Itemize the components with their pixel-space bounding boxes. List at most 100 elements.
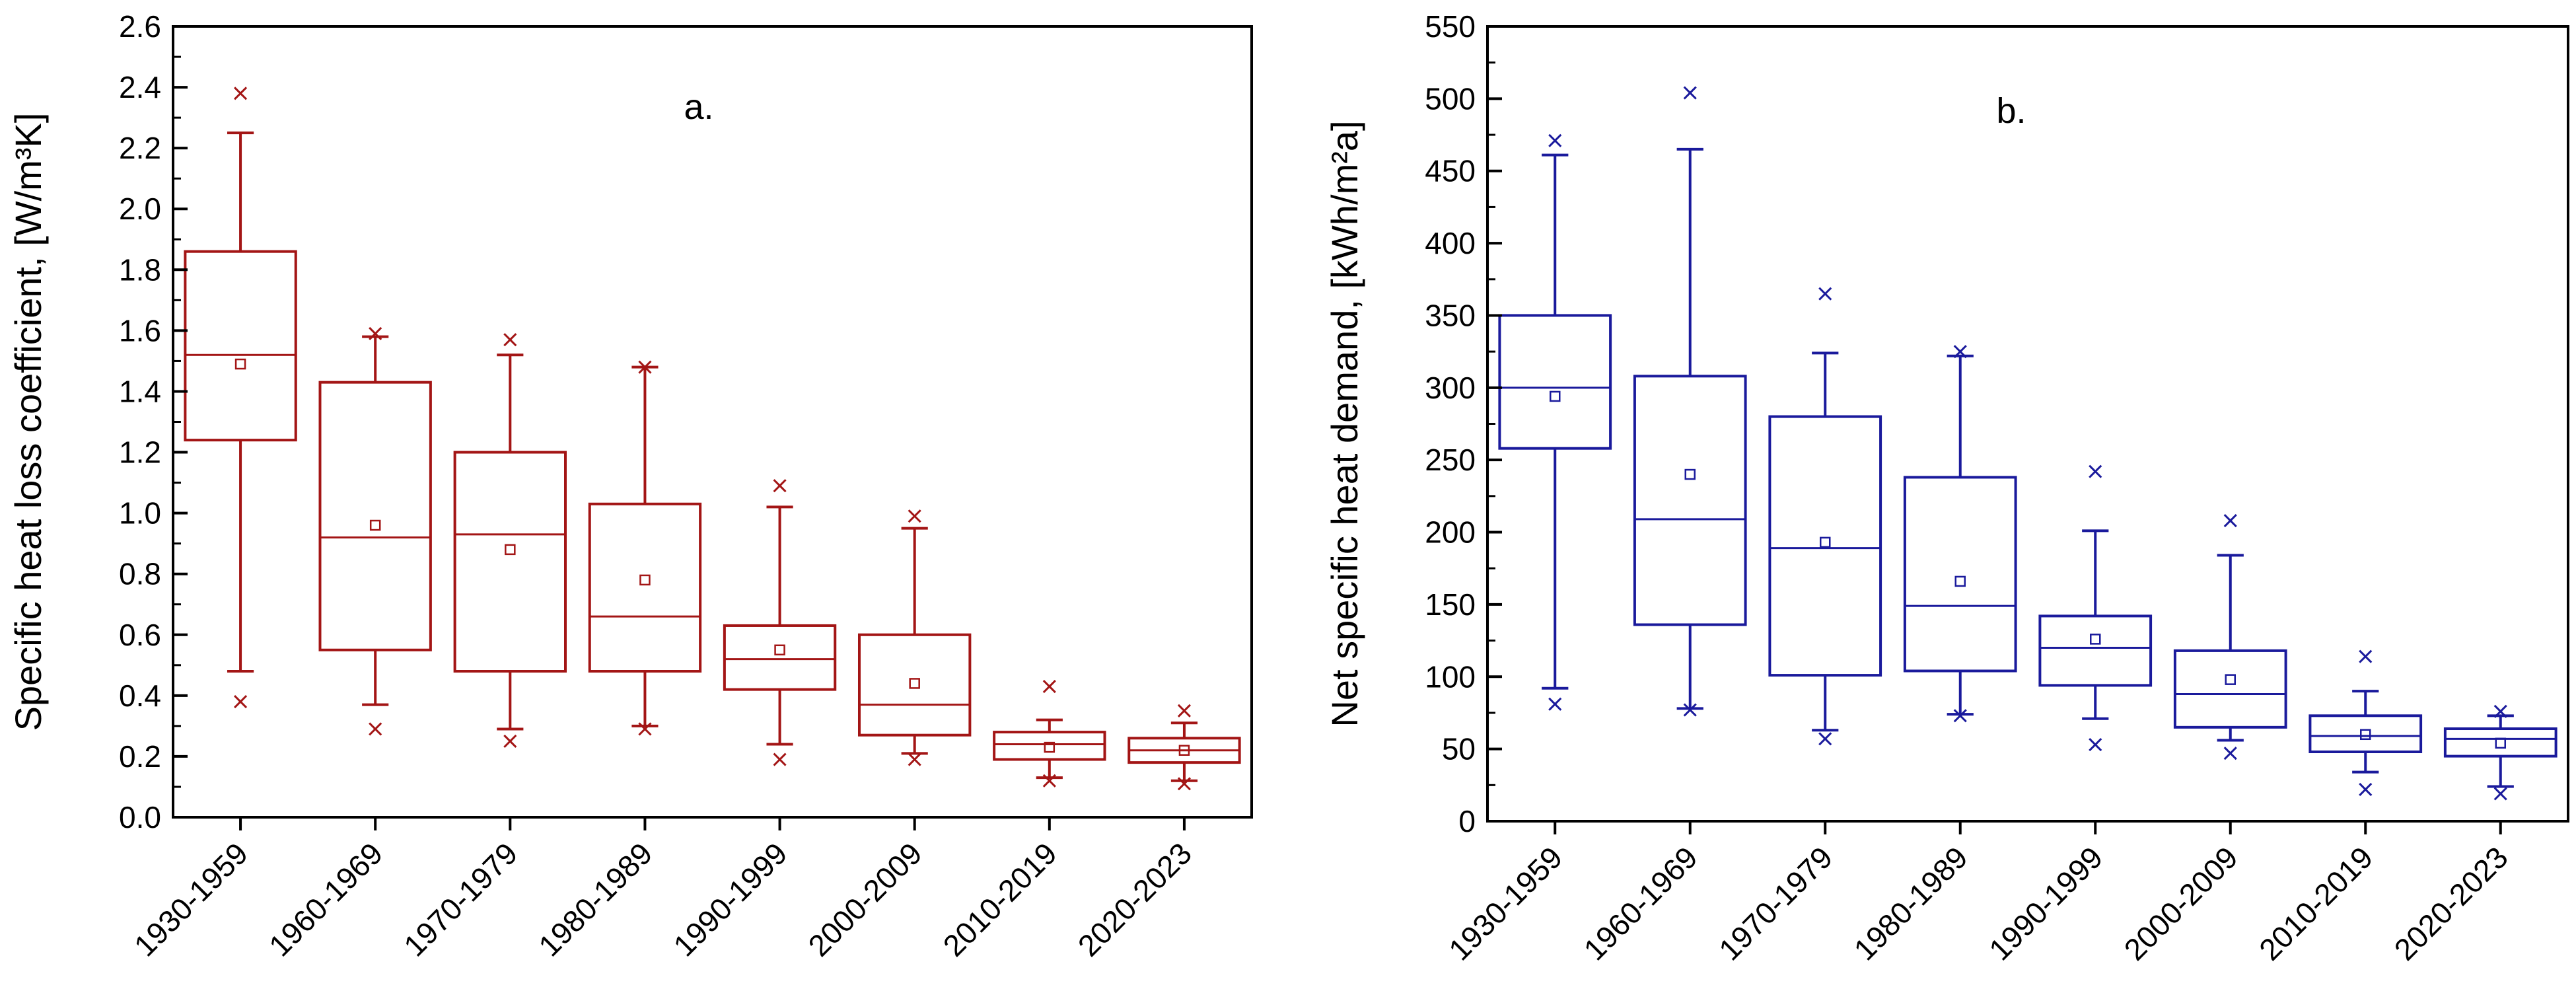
min-marker <box>234 694 248 709</box>
max-marker <box>1042 679 1056 694</box>
y-tick-label: 2.2 <box>119 131 161 165</box>
x-tick-label: 1990-1999 <box>1982 840 2109 967</box>
y-tick-label: 0.4 <box>119 679 161 713</box>
box-1960-1969 <box>1633 86 1747 717</box>
max-marker <box>2493 704 2507 718</box>
min-marker-stroke-2 <box>2089 738 2102 752</box>
x-tick-label: 1970-1979 <box>397 836 524 963</box>
max-marker-stroke-2 <box>369 326 382 341</box>
iqr-box <box>318 381 432 651</box>
y-tick-label: 0.6 <box>119 618 161 652</box>
max-marker-stroke-2 <box>1042 679 1056 694</box>
iqr-box <box>1633 375 1747 626</box>
y-tick-label: 250 <box>1425 443 1476 477</box>
max-marker <box>1683 86 1697 100</box>
iqr-box <box>993 731 1106 761</box>
max-marker-stroke-2 <box>773 479 787 493</box>
x-tick-label: 1990-1999 <box>666 836 793 963</box>
max-marker <box>1177 704 1191 717</box>
min-marker-stroke-2 <box>1548 697 1562 711</box>
iqr-box <box>1768 415 1882 677</box>
mean-marker <box>2360 729 2371 741</box>
x-tick-label: 1980-1989 <box>1847 840 1974 967</box>
chart-panel-b: 0 50 100 150 200 250 300 350 400 450 500 550 1930-19… <box>1324 9 2569 967</box>
max-marker <box>1818 287 1832 301</box>
iqr-box <box>2173 649 2287 729</box>
mean-marker <box>369 519 381 531</box>
x-axis: 1930-1959 1960-1969 1970-1979 1980-1989 1990… <box>1442 821 2515 967</box>
min-marker <box>2493 787 2507 801</box>
x-axis: 1930-1959 1960-1969 1970-1979 1980-1989 1990… <box>127 817 1198 963</box>
x-tick-label: 2000-2009 <box>2117 840 2244 967</box>
max-marker-stroke-2 <box>2223 513 2237 528</box>
iqr-box <box>1903 476 2017 673</box>
x-tick-label: 1960-1969 <box>262 836 389 963</box>
box-2020-2023 <box>1127 704 1241 791</box>
box-1990-1999 <box>723 479 837 766</box>
min-marker-stroke-2 <box>1953 709 1967 723</box>
iqr-box <box>2443 727 2558 758</box>
y-tick-label: 0 <box>1458 804 1476 838</box>
x-tick-label: 1930-1959 <box>127 836 254 963</box>
mean-marker <box>1178 745 1190 756</box>
min-marker <box>2089 738 2102 752</box>
mean-marker <box>774 644 785 656</box>
iqr-box <box>857 633 972 737</box>
y-tick-label: 150 <box>1425 587 1476 622</box>
y-axis-title: Specific heat loss coefficient, [W/m³K] <box>7 113 49 731</box>
min-marker <box>1953 709 1967 723</box>
box-1970-1979 <box>1768 287 1882 746</box>
iqr-box <box>723 624 837 691</box>
box-2020-2023 <box>2443 704 2558 801</box>
min-marker <box>638 722 652 736</box>
mean-marker <box>1820 536 1831 548</box>
iqr-box <box>2038 614 2153 687</box>
y-axis: 0 50 100 150 200 250 300 350 400 450 500 550 <box>1425 9 1502 838</box>
max-marker <box>503 333 517 347</box>
y-tick-label: 50 <box>1442 732 1476 766</box>
iqr-box <box>453 451 567 673</box>
y-tick-label: 2.4 <box>119 70 161 104</box>
min-marker <box>1548 697 1562 711</box>
max-marker <box>908 509 921 523</box>
max-marker <box>234 87 248 100</box>
y-tick-label: 200 <box>1425 515 1476 550</box>
iqr-box <box>2308 714 2423 754</box>
max-marker <box>369 326 382 341</box>
max-marker <box>2223 513 2237 528</box>
y-tick-label: 100 <box>1425 659 1476 694</box>
max-marker-stroke-2 <box>234 87 248 100</box>
iqr-box <box>588 502 702 673</box>
max-marker-stroke-2 <box>503 333 517 347</box>
y-tick-label: 500 <box>1425 81 1476 116</box>
box-1930-1959 <box>184 87 297 709</box>
mean-marker <box>2495 737 2506 749</box>
mean-marker <box>505 544 516 556</box>
mean-marker <box>1954 575 1966 587</box>
min-marker-stroke-2 <box>503 734 517 748</box>
y-tick-label: 550 <box>1425 9 1476 44</box>
min-marker <box>2223 747 2237 760</box>
plot-frame <box>172 25 1253 819</box>
y-tick-label: 2.0 <box>119 192 161 226</box>
x-tick-label: 1960-1969 <box>1577 840 1703 967</box>
max-marker <box>773 479 787 493</box>
y-tick-label: 400 <box>1425 226 1476 260</box>
max-marker-stroke-2 <box>638 360 652 374</box>
mean-marker <box>1044 741 1055 753</box>
x-tick-label: 2010-2019 <box>937 836 1063 963</box>
max-marker <box>1548 133 1562 147</box>
max-marker-stroke-2 <box>2089 464 2102 478</box>
y-tick-label: 1.4 <box>119 374 161 408</box>
box-2000-2009 <box>857 509 972 766</box>
iqr-box <box>1498 314 1612 450</box>
max-marker-stroke-2 <box>2359 649 2373 663</box>
chart-panel-a: 0.0 0.2 0.4 0.6 0.8 1.0 1.2 1.4 1.6 1.8 2.0 2.2 2.4 2… <box>7 9 1253 963</box>
panel-label: a. <box>684 87 713 127</box>
box-1980-1989 <box>588 360 702 736</box>
min-marker-stroke-2 <box>2493 787 2507 801</box>
mean-marker <box>1550 390 1561 402</box>
min-marker-stroke-2 <box>1683 703 1697 717</box>
y-tick-label: 0.8 <box>119 557 161 591</box>
min-marker-stroke-2 <box>234 694 248 709</box>
